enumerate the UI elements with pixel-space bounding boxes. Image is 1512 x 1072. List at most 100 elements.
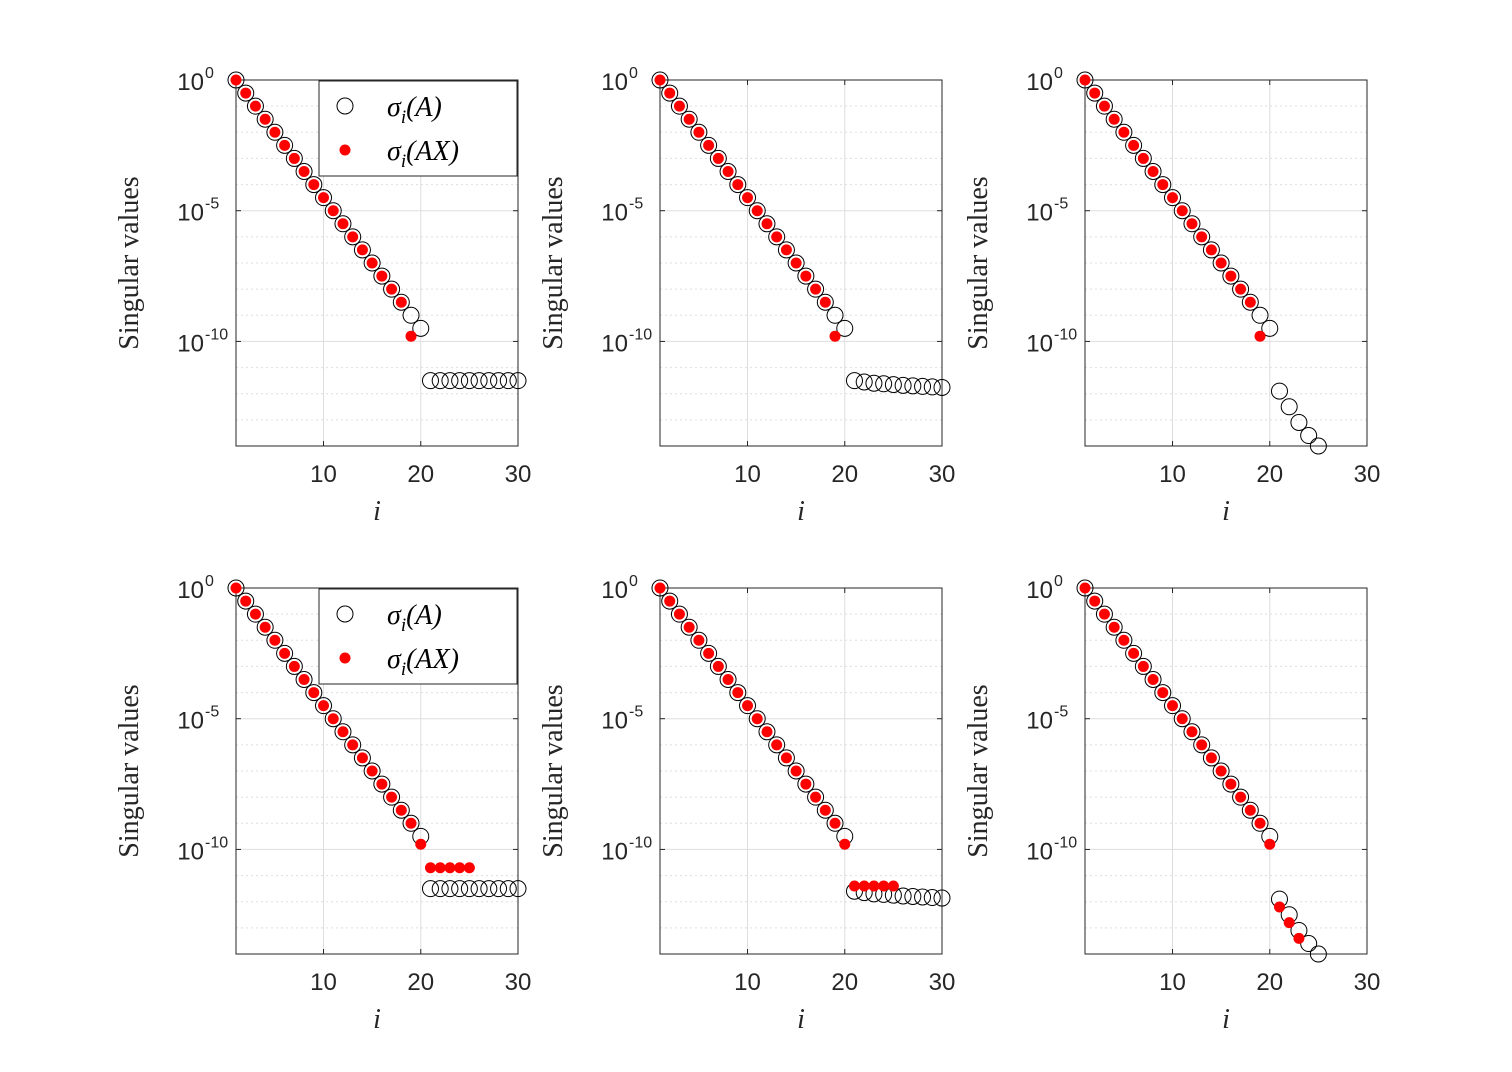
point-sigma-AX	[810, 791, 822, 803]
y-axis-label: Singular values	[114, 684, 145, 857]
point-sigma-AX	[742, 192, 754, 204]
series-sigma-AX	[654, 582, 899, 892]
point-sigma-AX	[664, 87, 676, 99]
point-sigma-A	[1261, 319, 1279, 337]
point-sigma-A	[373, 267, 391, 285]
point-sigma-AX	[1157, 179, 1169, 191]
point-sigma-A	[1251, 306, 1269, 324]
series-sigma-A	[227, 579, 527, 898]
series-sigma-A	[651, 579, 951, 907]
point-sigma-A	[392, 293, 410, 311]
point-sigma-AX	[279, 647, 291, 659]
point-sigma-A	[748, 202, 766, 220]
point-sigma-AX	[800, 270, 812, 282]
point-sigma-A	[933, 889, 951, 907]
y-tick-exponent: 0	[1054, 573, 1063, 590]
point-sigma-AX	[337, 726, 349, 738]
point-sigma-A	[1144, 163, 1162, 180]
point-sigma-AX	[308, 687, 320, 699]
point-sigma-AX	[424, 862, 436, 874]
point-sigma-AX	[1225, 270, 1237, 282]
point-sigma-A	[709, 149, 727, 167]
point-sigma-A	[670, 605, 688, 623]
point-sigma-A	[845, 372, 863, 390]
point-sigma-AX	[1244, 296, 1256, 308]
point-sigma-AX	[1196, 231, 1208, 243]
point-sigma-AX	[327, 713, 339, 725]
point-sigma-AX	[240, 595, 252, 607]
grid	[1085, 588, 1367, 954]
point-sigma-AX	[347, 739, 359, 751]
point-sigma-AX	[1137, 152, 1149, 164]
point-sigma-AX	[683, 113, 695, 125]
y-tick-label: 10 -5	[601, 704, 643, 735]
point-sigma-AX	[249, 608, 261, 620]
y-tick-exponent: -10	[205, 834, 228, 851]
y-tick-label: 10 0	[601, 573, 638, 604]
x-tick-label: 20	[407, 969, 434, 996]
point-sigma-A	[661, 84, 679, 102]
point-sigma-AX	[712, 660, 724, 672]
point-sigma-A	[729, 684, 747, 702]
axes-box	[1084, 79, 1368, 447]
y-tick-label: 10 -10	[601, 834, 652, 865]
point-sigma-A	[729, 176, 747, 194]
point-sigma-AX	[1186, 726, 1198, 738]
point-sigma-A	[392, 801, 410, 819]
series-sigma-AX	[654, 74, 841, 342]
y-tick-base: 10	[177, 577, 204, 604]
point-sigma-AX	[858, 880, 870, 892]
legend-marker-sigma-AX	[339, 652, 351, 664]
legend-marker-sigma-AX	[339, 144, 351, 156]
point-sigma-AX	[1118, 634, 1130, 646]
point-sigma-A	[373, 775, 391, 793]
series-sigma-A	[1076, 579, 1327, 963]
y-tick-label: 10 -5	[1026, 704, 1068, 735]
point-sigma-AX	[839, 838, 851, 850]
point-sigma-AX	[693, 634, 705, 646]
y-tick-label: 10 0	[601, 65, 638, 96]
point-sigma-AX	[780, 752, 792, 764]
legend: σi(A) σi(AX)	[318, 80, 518, 177]
point-sigma-AX	[673, 608, 685, 620]
point-sigma-A	[237, 592, 255, 610]
point-sigma-AX	[366, 257, 378, 269]
point-sigma-A	[739, 189, 757, 207]
point-sigma-AX	[693, 126, 705, 138]
point-sigma-A	[1173, 710, 1191, 728]
y-tick-base: 10	[1026, 708, 1053, 735]
point-sigma-AX	[1079, 582, 1091, 594]
point-sigma-AX	[703, 647, 715, 659]
point-sigma-AX	[878, 880, 890, 892]
point-sigma-A	[402, 814, 420, 832]
x-tick-label: 10	[734, 969, 761, 996]
point-sigma-A	[1105, 618, 1123, 636]
legend: σi(A) σi(AX)	[318, 588, 518, 685]
point-sigma-AX	[1273, 901, 1285, 913]
point-sigma-A	[884, 376, 902, 394]
y-tick-base: 10	[601, 330, 628, 357]
point-sigma-A	[1202, 241, 1220, 259]
point-sigma-AX	[1215, 257, 1227, 269]
point-sigma-A	[266, 123, 284, 141]
point-sigma-A	[826, 306, 844, 324]
x-axis-label: i	[373, 1004, 381, 1035]
point-sigma-AX	[887, 880, 899, 892]
point-sigma-AX	[279, 139, 291, 151]
point-sigma-AX	[259, 621, 271, 633]
y-tick-base: 10	[601, 577, 628, 604]
point-sigma-AX	[790, 257, 802, 269]
point-sigma-A	[1183, 723, 1201, 741]
point-sigma-A	[1134, 657, 1152, 675]
point-sigma-A	[855, 373, 873, 391]
point-sigma-A	[1154, 176, 1172, 194]
point-sigma-AX	[318, 700, 330, 712]
point-sigma-A	[797, 775, 815, 793]
point-sigma-A	[1086, 592, 1104, 610]
y-tick-label: 10 0	[177, 65, 214, 96]
point-sigma-AX	[819, 296, 831, 308]
point-sigma-A	[651, 71, 669, 89]
point-sigma-AX	[386, 791, 398, 803]
point-sigma-A	[1076, 71, 1094, 89]
